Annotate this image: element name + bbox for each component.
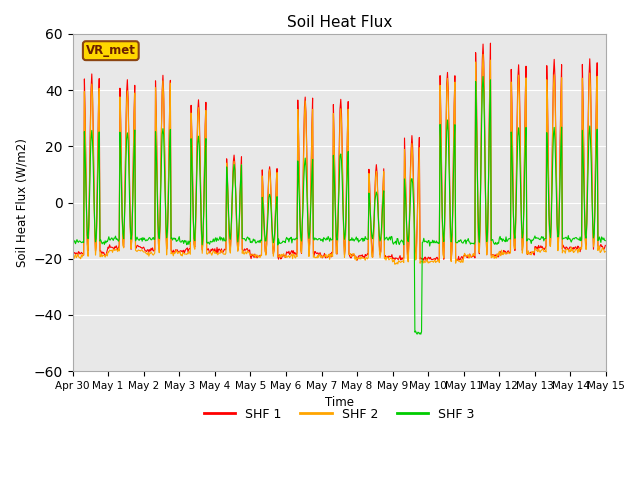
- Line: SHF 1: SHF 1: [72, 43, 605, 261]
- SHF 3: [602, 238, 609, 243]
- SHF 3: [479, 73, 487, 79]
- SHF 2: [404, 259, 412, 265]
- SHF 1: [78, 251, 86, 256]
- SHF 1: [188, 102, 195, 108]
- Y-axis label: Soil Heat Flux (W/m2): Soil Heat Flux (W/m2): [15, 138, 28, 267]
- SHF 1: [419, 255, 427, 261]
- SHF 3: [68, 243, 76, 249]
- Line: SHF 2: SHF 2: [72, 54, 605, 264]
- SHF 3: [420, 235, 428, 241]
- SHF 1: [602, 242, 609, 248]
- SHF 2: [133, 249, 141, 254]
- SHF 2: [479, 51, 487, 57]
- SHF 3: [78, 240, 86, 245]
- SHF 3: [216, 236, 223, 242]
- Title: Soil Heat Flux: Soil Heat Flux: [287, 15, 392, 30]
- Text: VR_met: VR_met: [86, 44, 136, 57]
- SHF 3: [188, 136, 195, 142]
- SHF 2: [78, 254, 86, 260]
- SHF 2: [216, 250, 223, 256]
- Legend: SHF 1, SHF 2, SHF 3: SHF 1, SHF 2, SHF 3: [199, 403, 479, 426]
- SHF 1: [216, 246, 223, 252]
- SHF 3: [404, 237, 412, 242]
- SHF 1: [435, 258, 442, 264]
- X-axis label: Time: Time: [324, 396, 354, 409]
- SHF 2: [602, 249, 609, 254]
- SHF 2: [391, 262, 399, 267]
- SHF 3: [417, 331, 425, 337]
- SHF 3: [133, 234, 141, 240]
- SHF 1: [404, 252, 412, 257]
- SHF 2: [420, 260, 428, 266]
- SHF 2: [68, 256, 76, 262]
- SHF 1: [68, 248, 76, 253]
- Line: SHF 3: SHF 3: [72, 76, 605, 334]
- SHF 1: [486, 40, 494, 46]
- SHF 1: [133, 243, 141, 249]
- SHF 2: [188, 110, 195, 116]
